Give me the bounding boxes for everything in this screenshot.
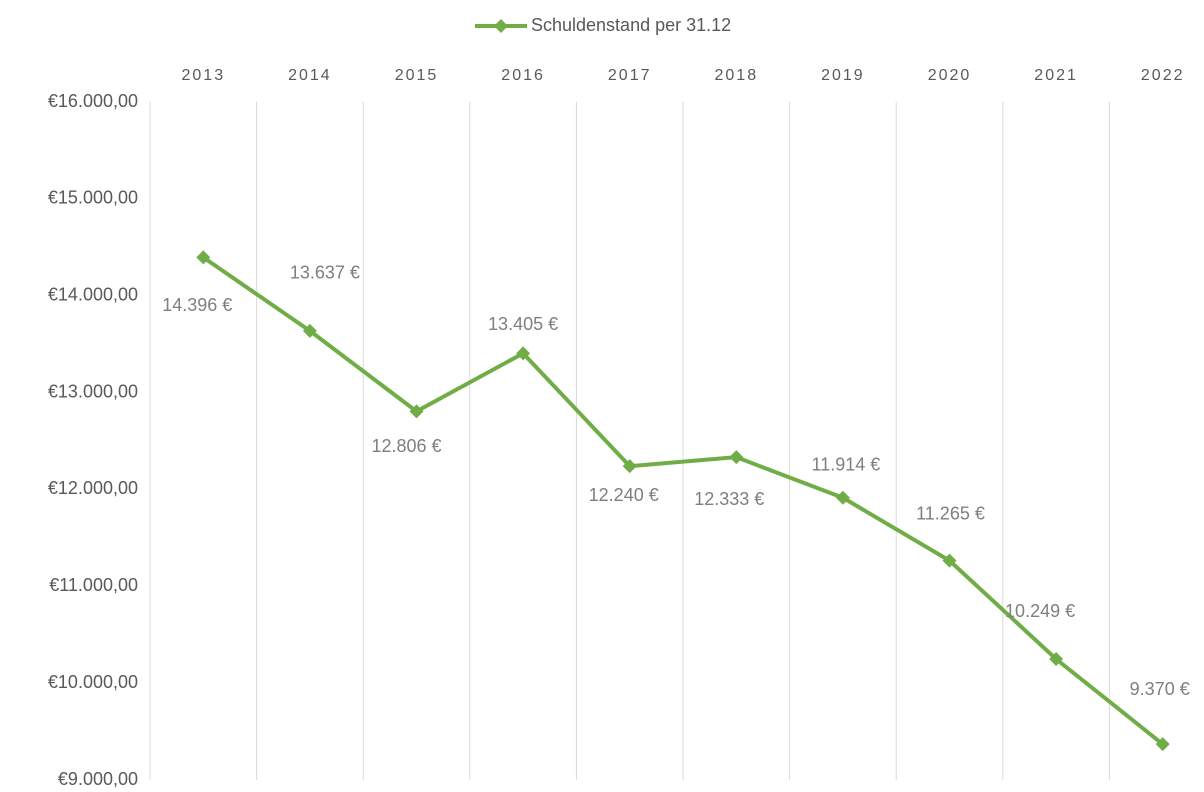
marker <box>1049 652 1064 667</box>
y-tick-label: €9.000,00 <box>58 769 138 789</box>
x-tick-label: 2020 <box>928 67 972 84</box>
marker <box>835 490 850 505</box>
y-tick-label: €14.000,00 <box>48 284 138 304</box>
legend-label: Schuldenstand per 31.12 <box>531 15 731 35</box>
x-tick-label: 2022 <box>1141 67 1185 84</box>
data-label: 9.370 € <box>1130 679 1190 699</box>
y-tick-label: €16.000,00 <box>48 91 138 111</box>
data-label: 14.396 € <box>162 295 232 315</box>
marker <box>1155 737 1170 752</box>
data-label: 11.265 € <box>916 503 985 523</box>
y-tick-label: €10.000,00 <box>48 672 138 692</box>
data-label: 12.333 € <box>694 489 764 509</box>
data-label: 12.806 € <box>371 436 441 456</box>
y-tick-label: €15.000,00 <box>48 188 138 208</box>
marker <box>942 553 957 568</box>
y-tick-label: €12.000,00 <box>48 478 138 498</box>
x-tick-label: 2013 <box>182 67 226 84</box>
marker <box>409 404 424 419</box>
series-line <box>202 255 1164 746</box>
marker <box>302 323 317 338</box>
x-tick-label: 2016 <box>501 67 545 84</box>
y-tick-label: €11.000,00 <box>49 575 138 595</box>
data-label: 11.914 € <box>812 455 881 475</box>
marker <box>196 250 211 265</box>
x-tick-label: 2014 <box>288 67 332 84</box>
x-tick-label: 2018 <box>715 67 759 84</box>
x-tick-label: 2015 <box>395 67 439 84</box>
data-label: 10.249 € <box>1005 601 1075 621</box>
x-tick-label: 2019 <box>821 67 865 84</box>
data-label: 12.240 € <box>589 485 659 505</box>
marker <box>516 346 531 361</box>
marker <box>729 450 744 465</box>
x-tick-label: 2017 <box>608 67 652 84</box>
legend-marker <box>494 19 508 33</box>
y-tick-label: €13.000,00 <box>48 381 138 401</box>
x-tick-label: 2021 <box>1034 67 1078 84</box>
data-label: 13.637 € <box>290 263 360 283</box>
marker <box>622 459 637 474</box>
data-label: 13.405 € <box>488 314 558 334</box>
